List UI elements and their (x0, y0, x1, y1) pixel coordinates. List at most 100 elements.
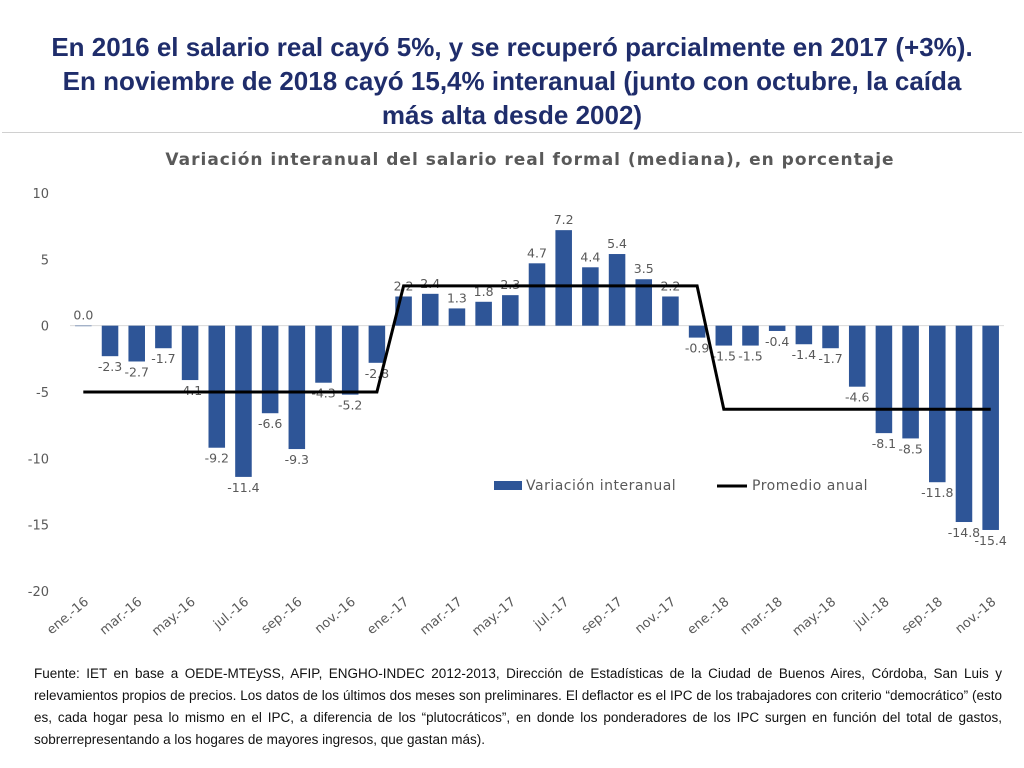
bar (688, 325, 706, 338)
x-tick-label: ene.-16 (44, 595, 92, 638)
y-tick-label: -5 (36, 386, 49, 401)
data-label: 1.8 (474, 284, 494, 299)
data-label: 3.5 (634, 261, 654, 276)
data-label: -9.2 (205, 451, 229, 466)
bar (315, 325, 332, 383)
bar (608, 254, 626, 326)
bar (662, 296, 679, 326)
bar (288, 325, 306, 450)
data-label: -1.4 (792, 347, 816, 362)
title-line-3: más alta desde 2002) (381, 100, 643, 130)
data-label: -2.7 (125, 364, 149, 379)
data-label: -15.4 (974, 533, 1006, 548)
bar (421, 293, 439, 326)
bar (929, 325, 946, 483)
bar (128, 325, 145, 362)
legend-label-bars: Variación interanual (526, 478, 676, 494)
data-label: -8.5 (898, 441, 922, 456)
bar (555, 230, 572, 326)
y-tick-label: -15 (28, 519, 49, 534)
data-label: -8.1 (872, 436, 896, 451)
legend-swatch-bars (494, 481, 522, 490)
bar (582, 267, 599, 326)
x-tick-label: sep.-17 (579, 595, 626, 638)
y-tick-label: -20 (28, 585, 49, 600)
data-label: -9.3 (285, 452, 309, 467)
bar (822, 325, 839, 349)
bar (848, 325, 866, 387)
x-tick-label: may.-17 (470, 595, 519, 640)
x-tick-label: jul.-17 (531, 595, 573, 633)
data-label: -5.2 (338, 398, 362, 413)
slide-title: En 2016 el salario real cayó 5%, y se re… (0, 30, 1024, 132)
data-label: 0.0 (73, 308, 93, 323)
data-label: -0.4 (765, 334, 789, 349)
bar (875, 325, 893, 434)
bar (208, 325, 226, 448)
data-label: 5.4 (607, 236, 627, 251)
data-label: 7.2 (554, 212, 574, 227)
bar (261, 325, 279, 414)
data-label: 2.4 (420, 276, 440, 291)
x-tick-label: mar.-18 (738, 595, 786, 639)
x-tick-label: may.-18 (790, 595, 839, 640)
x-tick-label: ene.-17 (364, 595, 412, 638)
title-line-1: En 2016 el salario real cayó 5%, y se re… (51, 32, 973, 62)
bar (982, 325, 999, 530)
chart-title: Variación interanual del salario real fo… (165, 150, 894, 170)
x-tick-label: nov.-18 (953, 595, 1000, 638)
bar (502, 295, 519, 326)
bar (742, 325, 759, 346)
data-label: -11.8 (921, 485, 953, 500)
legend-label-line: Promedio anual (752, 478, 868, 494)
bar (75, 325, 92, 327)
bar (448, 308, 466, 326)
bar (235, 325, 252, 477)
x-tick-label: nov.-16 (312, 595, 359, 638)
y-tick-label: 5 (41, 253, 49, 268)
data-label: -1.5 (712, 349, 736, 364)
bar (635, 279, 653, 326)
x-tick-label: mar.-16 (97, 595, 145, 639)
y-tick-label: 0 (41, 320, 49, 335)
data-label: -2.8 (365, 366, 389, 381)
data-label: -4.6 (845, 390, 869, 405)
bar (181, 325, 199, 381)
bar (902, 325, 919, 439)
bar (101, 325, 119, 357)
x-tick-label: nov.-17 (632, 595, 679, 638)
data-label: 4.4 (580, 249, 600, 264)
bar (528, 263, 546, 326)
average-line (83, 284, 991, 411)
data-label: -2.3 (98, 359, 122, 374)
bar (475, 301, 492, 326)
source-footnote: Fuente: IET en base a OEDE-MTEySS, AFIP,… (34, 666, 1002, 747)
x-tick-label: jul.-16 (210, 595, 252, 633)
bar (955, 325, 973, 523)
data-label: -1.7 (151, 351, 175, 366)
data-label: -14.8 (948, 525, 980, 540)
x-tick-label: mar.-17 (417, 595, 465, 639)
x-tick-label: may.-16 (149, 595, 198, 640)
bar (368, 325, 386, 363)
data-label: -6.6 (258, 416, 282, 431)
x-tick-label: ene.-18 (685, 595, 733, 638)
data-label: 4.7 (527, 245, 547, 260)
bar (795, 325, 813, 345)
x-tick-label: jul.-18 (851, 595, 893, 633)
bar (155, 325, 172, 349)
chart-frame: Variación interanual del salario real fo… (2, 132, 1022, 661)
salary-chart: Variación interanual del salario real fo… (28, 150, 1007, 640)
data-label: 1.3 (447, 290, 467, 305)
title-line-2: En noviembre de 2018 cayó 15,4% interanu… (62, 66, 962, 96)
data-label: -1.7 (818, 351, 842, 366)
bar (715, 325, 733, 346)
bar (341, 325, 359, 395)
bar (768, 325, 786, 331)
y-tick-label: 10 (32, 187, 49, 202)
data-label: -1.5 (738, 349, 762, 364)
x-tick-label: sep.-16 (259, 595, 306, 638)
data-label: -0.9 (685, 341, 709, 356)
x-tick-label: sep.-18 (899, 595, 946, 638)
y-tick-label: -10 (28, 452, 49, 467)
